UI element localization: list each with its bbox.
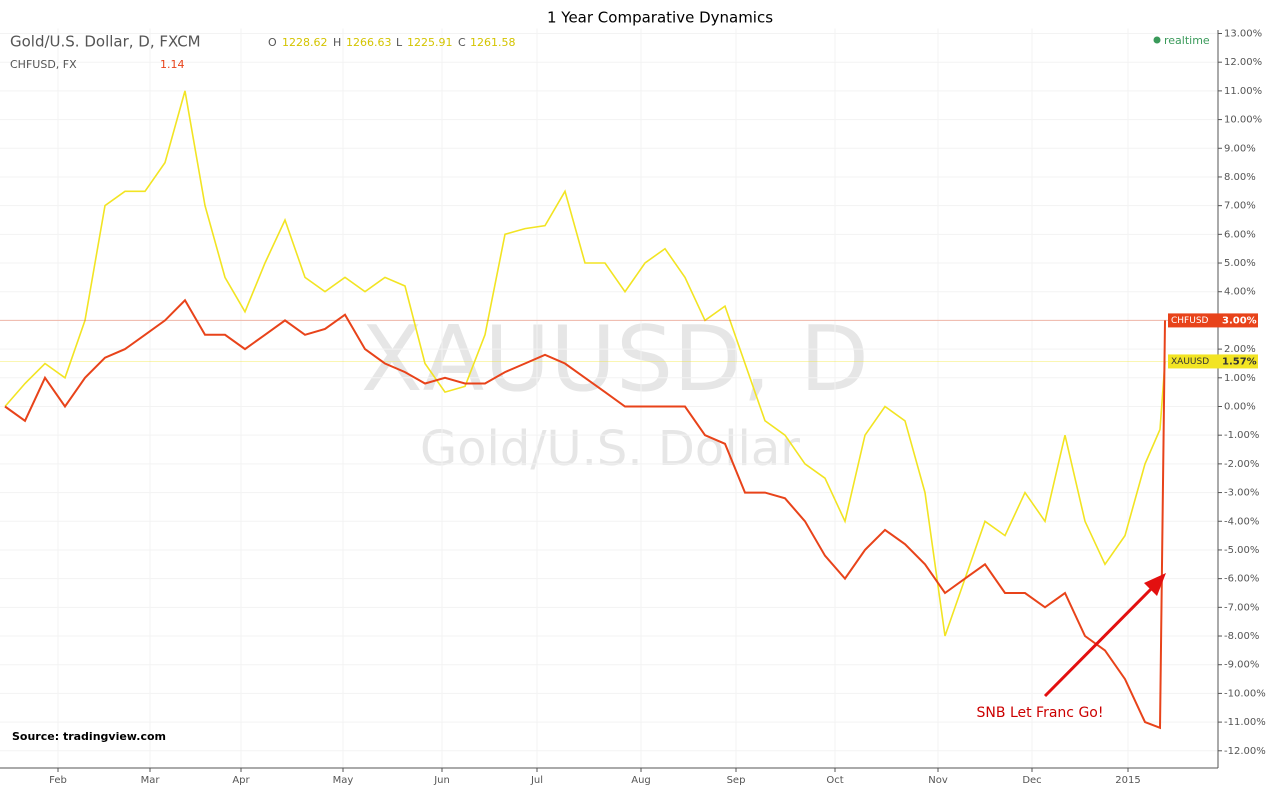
y-tick-label: 4.00% bbox=[1224, 287, 1256, 298]
name-tag-label: CHFUSD bbox=[1171, 316, 1209, 326]
legend-compare-value: 1.14 bbox=[160, 58, 185, 71]
y-tick-label: 9.00% bbox=[1224, 143, 1256, 154]
x-tick-label: Jul bbox=[530, 775, 543, 786]
legend-symbol: Gold/U.S. Dollar, D, FXCM bbox=[10, 33, 201, 51]
value-tag bbox=[1218, 313, 1258, 328]
legend-value: 1225.91 bbox=[407, 36, 453, 49]
series-line bbox=[4, 298, 1166, 730]
y-tick-label: 1.00% bbox=[1224, 373, 1256, 384]
y-tick-label: 12.00% bbox=[1224, 57, 1262, 68]
y-tick-label: -4.00% bbox=[1224, 516, 1259, 527]
legend-key: H bbox=[333, 36, 341, 49]
y-tick-label: 7.00% bbox=[1224, 201, 1256, 212]
y-tick-label: -5.00% bbox=[1224, 545, 1259, 556]
y-tick-label: 5.00% bbox=[1224, 258, 1256, 269]
y-tick-label: -1.00% bbox=[1224, 430, 1259, 441]
chart-title: 1 Year Comparative Dynamics bbox=[547, 9, 773, 27]
x-tick-label: Mar bbox=[141, 775, 161, 786]
name-tag-label: XAUUSD bbox=[1171, 357, 1209, 367]
x-tick-label: 2015 bbox=[1115, 775, 1140, 786]
legend-value: 1261.58 bbox=[470, 36, 516, 49]
y-tick-label: -12.00% bbox=[1224, 746, 1266, 757]
x-tick-label: Dec bbox=[1022, 775, 1041, 786]
y-tick-label: -11.00% bbox=[1224, 717, 1266, 728]
status-dot bbox=[1153, 36, 1161, 44]
legend-key: L bbox=[396, 36, 403, 49]
y-tick-label: -10.00% bbox=[1224, 688, 1266, 699]
annotation-arrow bbox=[1043, 583, 1157, 698]
x-tick-label: Sep bbox=[727, 775, 746, 786]
y-tick-label: -3.00% bbox=[1224, 488, 1259, 499]
legend-value: 1266.63 bbox=[346, 36, 392, 49]
x-tick-label: Oct bbox=[826, 775, 843, 786]
annotation: SNB Let Franc Go! bbox=[977, 705, 1104, 721]
y-tick-label: -2.00% bbox=[1224, 459, 1259, 470]
plot-area bbox=[0, 28, 1218, 768]
y-tick-label: -9.00% bbox=[1224, 660, 1259, 671]
x-tick-label: Aug bbox=[631, 775, 651, 786]
y-tick-label: 13.00% bbox=[1224, 29, 1262, 40]
x-tick-label: May bbox=[333, 775, 354, 786]
name-tag bbox=[1168, 354, 1218, 369]
y-tick-label: 6.00% bbox=[1224, 229, 1256, 240]
value-label: 1.57% bbox=[1222, 356, 1257, 367]
annotation-arrowhead bbox=[1144, 573, 1166, 596]
series-line bbox=[4, 90, 1166, 637]
x-tick-label: Jun bbox=[433, 775, 450, 786]
x-tick-label: Apr bbox=[232, 775, 250, 786]
value-tag bbox=[1218, 354, 1258, 369]
status: realtime bbox=[1164, 34, 1210, 47]
x-tick-label: Feb bbox=[49, 775, 67, 786]
y-tick-label: 8.00% bbox=[1224, 172, 1256, 183]
y-tick-label: 11.00% bbox=[1224, 86, 1262, 97]
legend-key: O bbox=[268, 36, 277, 49]
watermark: XAUUSD, D bbox=[361, 307, 869, 412]
legend-key: C bbox=[458, 36, 466, 49]
y-tick-label: -7.00% bbox=[1224, 602, 1259, 613]
name-tag bbox=[1168, 313, 1218, 328]
legend-value: 1228.62 bbox=[282, 36, 328, 49]
y-tick-label: 0.00% bbox=[1224, 401, 1256, 412]
y-tick-label: 10.00% bbox=[1224, 115, 1262, 126]
legend-compare: CHFUSD, FX bbox=[10, 58, 77, 71]
y-tick-label: -8.00% bbox=[1224, 631, 1259, 642]
y-tick-label: -6.00% bbox=[1224, 574, 1259, 585]
x-tick-label: Nov bbox=[928, 775, 948, 786]
watermark-subtitle: Gold/U.S. Dollar bbox=[420, 421, 800, 477]
value-label: 3.00% bbox=[1222, 315, 1257, 326]
source: Source: tradingview.com bbox=[12, 730, 166, 743]
y-tick-label: 2.00% bbox=[1224, 344, 1256, 355]
